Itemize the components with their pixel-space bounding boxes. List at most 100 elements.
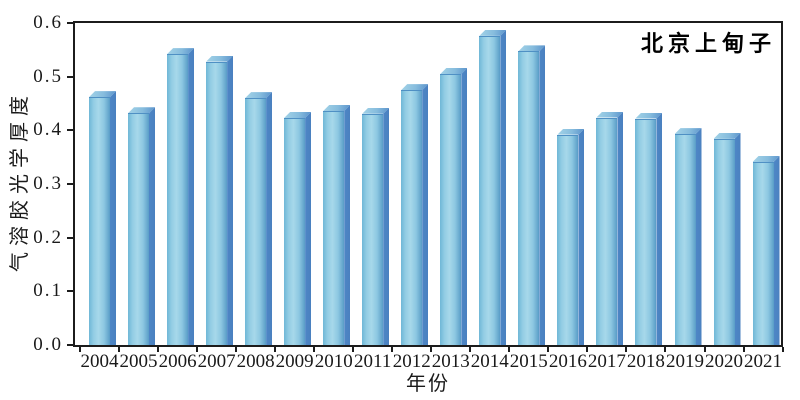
y-tick-mark: [67, 236, 74, 239]
y-tick-label: 0.0: [33, 334, 63, 355]
bar-side-face: [188, 48, 195, 345]
bar-2016: [557, 128, 585, 345]
bar-2006: [167, 48, 195, 345]
bar-side-face: [617, 111, 624, 345]
x-tick-label: 2009: [275, 351, 314, 372]
y-tick-label: 0.5: [33, 65, 63, 87]
y-tick-mark: [67, 75, 74, 78]
bar-side-face: [305, 112, 312, 345]
y-tick-label: 0.6: [33, 12, 63, 33]
bar-side-face: [383, 107, 390, 345]
y-tick-label: 0.2: [33, 226, 63, 248]
series-label: 北京上甸子: [640, 32, 776, 57]
bar-top-face: [440, 68, 467, 74]
bar-front-face: [206, 61, 228, 345]
bar-2014: [479, 29, 507, 345]
x-tick-mark: [625, 347, 628, 352]
bar-2008: [245, 92, 273, 345]
bar-top-face: [479, 30, 506, 36]
y-tick-mark: [67, 129, 74, 132]
y-tick-label: 0.4: [33, 119, 63, 141]
bar-front-face: [596, 117, 618, 345]
x-tick-label: 2013: [431, 351, 470, 372]
x-tick-mark: [196, 347, 199, 352]
bar-front-face: [128, 113, 149, 345]
y-tick-mark: [67, 344, 74, 346]
bar-side-face: [539, 45, 546, 345]
bar-top-face: [284, 112, 311, 118]
bar-top-face: [675, 128, 702, 134]
plot-area: 北京上甸子: [73, 21, 783, 347]
x-tick-label: 2014: [470, 351, 509, 372]
bar-side-face: [461, 68, 468, 345]
x-tick-mark: [742, 347, 745, 352]
x-tick-label: 2012: [392, 351, 431, 372]
bar-top-face: [518, 45, 545, 51]
bar-2020: [713, 132, 741, 345]
bar-2018: [635, 112, 663, 345]
bar-top-face: [401, 84, 428, 90]
x-tick-mark: [547, 347, 550, 352]
x-tick-mark: [703, 347, 706, 352]
bar-top-face: [323, 105, 350, 111]
bar-front-face: [440, 74, 462, 345]
bar-2013: [440, 68, 468, 345]
bar-front-face: [752, 162, 774, 345]
bar-top-face: [206, 56, 233, 62]
bar-side-face: [344, 105, 351, 345]
bar-2007: [206, 55, 234, 345]
bar-side-face: [656, 112, 663, 345]
x-tick-mark: [157, 347, 159, 352]
bar-2009: [284, 112, 312, 345]
bar-side-face: [695, 128, 702, 345]
x-axis-title: 年份: [406, 373, 450, 395]
bar-side-face: [734, 132, 741, 345]
x-tick-label: 2004: [80, 351, 119, 372]
bar-top-face: [635, 113, 662, 119]
x-tick-label: 2010: [314, 351, 353, 372]
bar-front-face: [635, 118, 657, 345]
bar-front-face: [167, 54, 189, 345]
y-tick-mark: [67, 22, 74, 24]
bar-front-face: [323, 111, 345, 345]
bar-front-face: [362, 113, 384, 345]
bar-front-face: [284, 118, 306, 345]
bar-front-face: [401, 90, 423, 345]
bar-side-face: [110, 91, 116, 345]
bar-2021: [752, 156, 780, 345]
bar-side-face: [266, 92, 273, 345]
x-tick-label: 2011: [354, 351, 392, 372]
x-tick-mark: [352, 347, 355, 352]
bar-front-face: [713, 138, 735, 345]
x-tick-mark: [79, 347, 81, 352]
bar-side-face: [500, 29, 507, 345]
x-tick-label: 2016: [548, 351, 587, 372]
bar-side-face: [773, 156, 780, 345]
bar-side-face: [227, 55, 234, 345]
bar-top-face: [167, 48, 194, 54]
x-tick-mark: [235, 347, 238, 352]
y-tick-label: 0.1: [33, 280, 63, 302]
bar-2017: [596, 111, 624, 345]
bar-top-face: [714, 133, 741, 139]
x-tick-mark: [274, 347, 277, 352]
x-tick-label: 2020: [705, 351, 743, 372]
bar-side-face: [149, 107, 155, 345]
bar-2010: [323, 105, 351, 345]
x-tick-mark: [313, 347, 316, 352]
bar-2015: [518, 45, 546, 345]
bar-front-face: [89, 97, 110, 345]
bar-top-face: [596, 112, 623, 118]
bar-2004: [89, 91, 116, 345]
x-tick-mark: [469, 347, 472, 352]
bar-top-face: [362, 108, 389, 114]
x-tick-mark: [430, 347, 433, 352]
x-tick-label: 2018: [626, 351, 665, 372]
y-tick-mark: [67, 290, 74, 293]
x-tick-mark: [508, 347, 511, 352]
x-tick-mark: [391, 347, 394, 352]
x-tick-label: 2021: [744, 351, 782, 372]
x-tick-label: 2007: [197, 351, 236, 372]
bar-top-face: [89, 91, 116, 97]
